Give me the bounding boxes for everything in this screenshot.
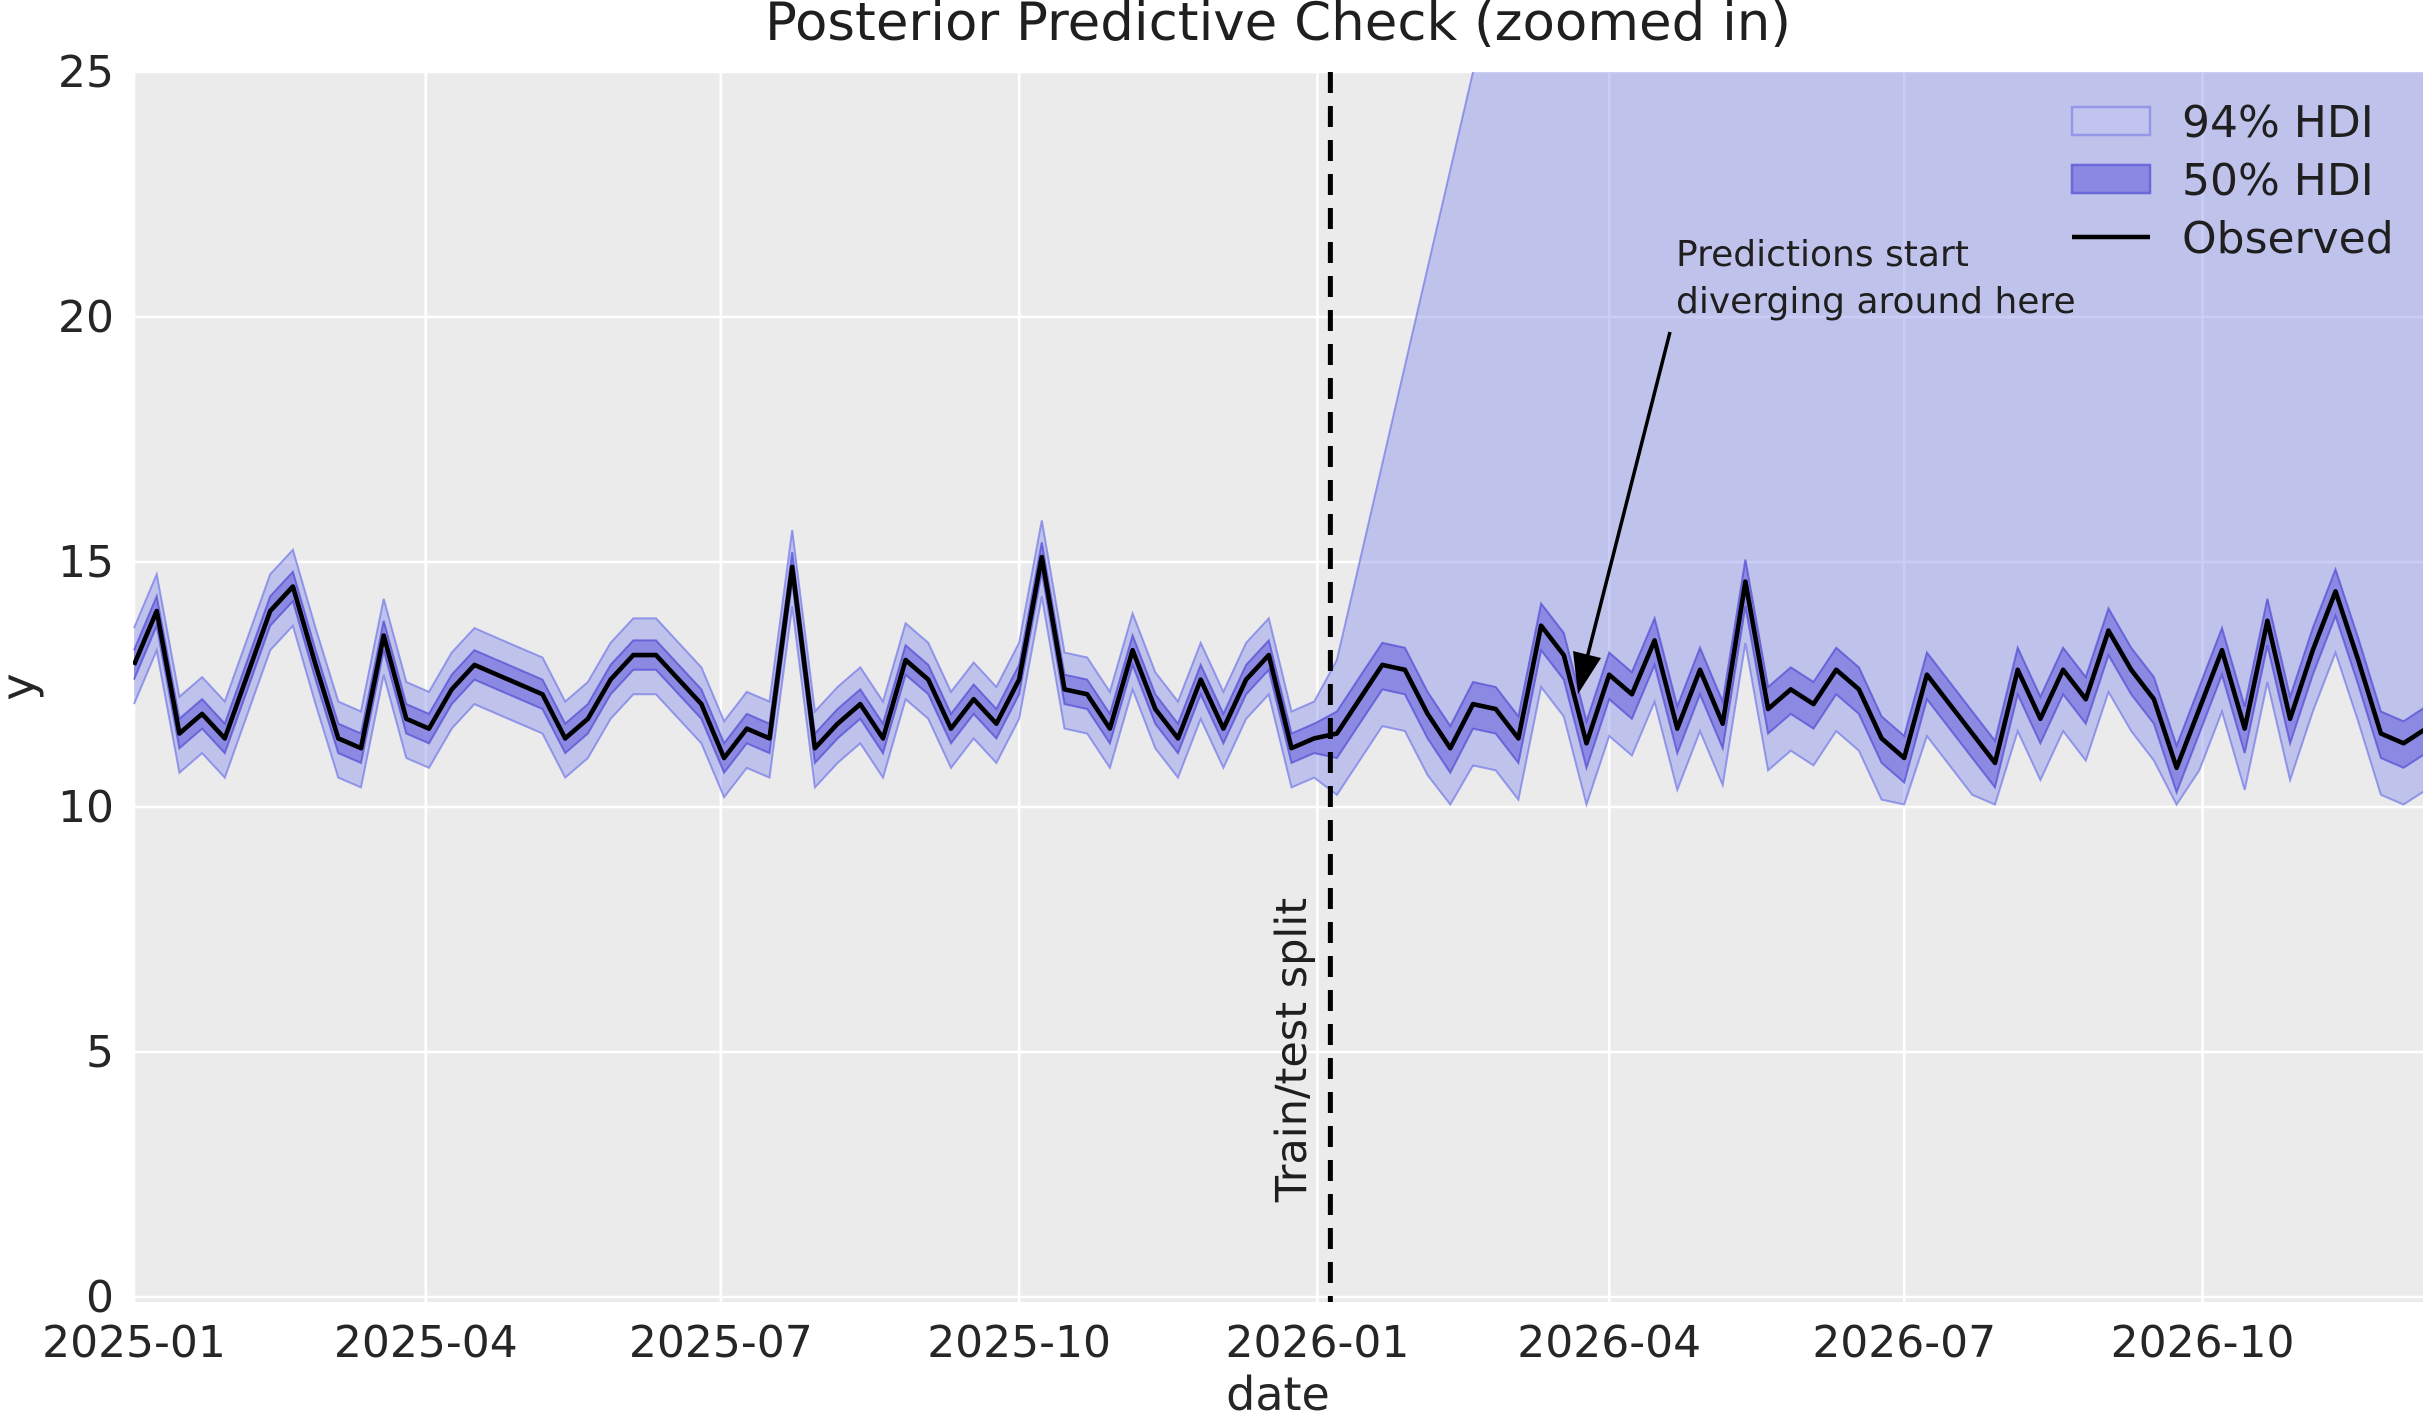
legend-label-observed: Observed [2182, 213, 2394, 264]
annotation-arrowhead-icon [1573, 651, 1601, 694]
x-axis-ticks: 2025-01 2025-04 2025-07 2025-10 2026-01 2026-… [42, 1317, 2294, 1368]
x-axis-label: date [1226, 1367, 1330, 1421]
legend-label-50-hdi: 50% HDI [2182, 155, 2374, 206]
annotation-line-2: diverging around here [1676, 281, 2076, 322]
legend-swatch-94-hdi [2070, 105, 2152, 137]
hdi-94-band [134, 72, 2423, 805]
y-tick-label: 10 [58, 782, 114, 833]
annotation-line-1: Predictions start [1676, 234, 1969, 275]
observed-line [133, 554, 2423, 771]
legend-swatch-50-hdi [2070, 163, 2152, 195]
y-tick-label: 5 [86, 1027, 114, 1078]
x-tick-label: 2025-01 [42, 1317, 226, 1368]
y-tick-label: 0 [86, 1272, 114, 1323]
y-axis-label: y [0, 673, 45, 700]
x-tick-label: 2025-07 [629, 1317, 813, 1368]
x-tick-label: 2026-01 [1225, 1317, 1409, 1368]
hdi-94-upper-edge [133, 72, 1475, 724]
y-axis-ticks: 0 5 10 15 20 25 [58, 47, 114, 1323]
chart-layers [133, 72, 2423, 809]
hdi-50-lower-edge [133, 571, 2423, 796]
y-tick-label: 15 [58, 537, 114, 588]
x-tick-label: 2025-04 [334, 1317, 518, 1368]
y-tick-label: 25 [58, 47, 114, 98]
chart-title: Posterior Predictive Check (zoomed in) [765, 0, 1791, 53]
hdi-50-upper-edge [133, 542, 2423, 749]
legend-label-94-hdi: 94% HDI [2182, 97, 2374, 148]
annotation-arrow-line [1584, 331, 1672, 663]
x-tick-label: 2026-04 [1517, 1317, 1701, 1368]
x-tick-label: 2026-07 [1812, 1317, 1996, 1368]
x-tick-label: 2026-10 [2111, 1317, 2295, 1368]
x-tick-label: 2025-10 [927, 1317, 1111, 1368]
y-tick-label: 20 [58, 292, 114, 343]
hdi-94-lower-edge [133, 596, 2423, 809]
legend: 94% HDI 50% HDI Observed [2070, 97, 2394, 264]
train-test-split-label: Train/test split [1267, 898, 1317, 1203]
